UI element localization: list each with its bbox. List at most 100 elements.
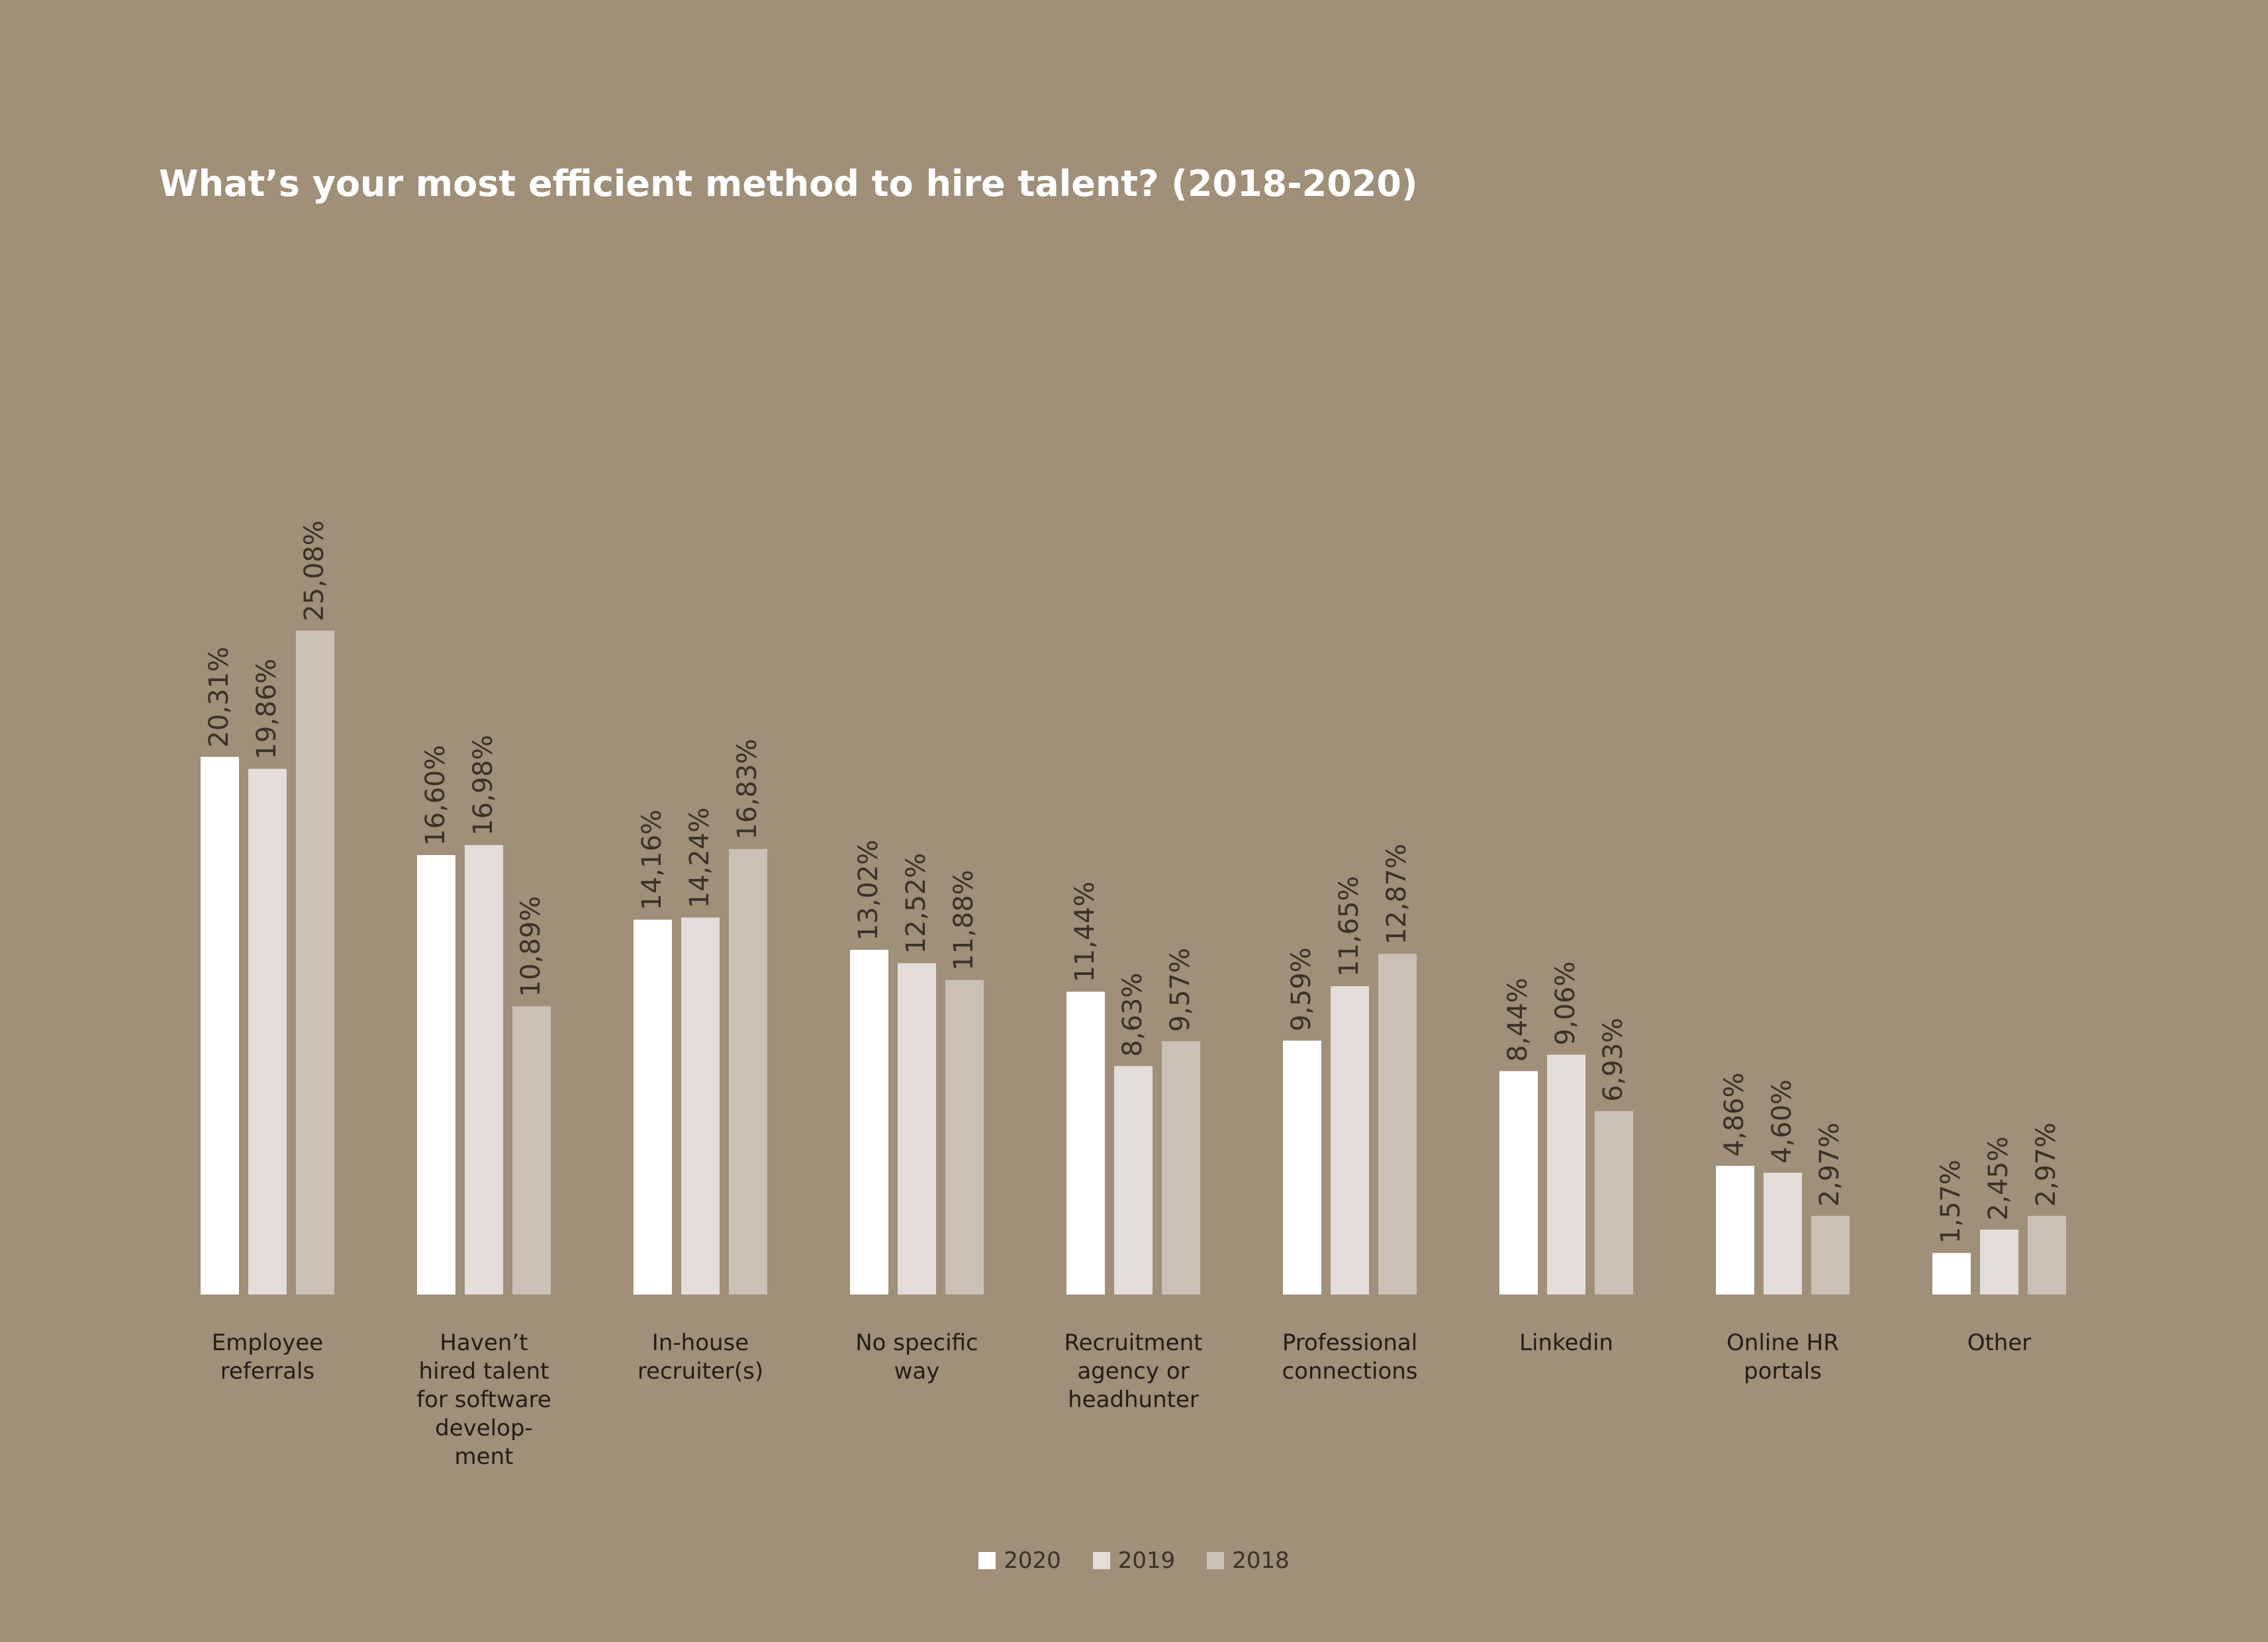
bar-value-label: 19,86% xyxy=(252,659,282,760)
category-label: Other xyxy=(1967,1330,2032,1356)
bar-2019 xyxy=(465,844,503,1295)
bar-group: 16,60% 16,98% 10,89% Haven’t hired talent for… xyxy=(416,735,551,1470)
bar-2018 xyxy=(2028,1216,2066,1295)
bar-2019 xyxy=(248,768,287,1295)
bar-2020 xyxy=(634,919,672,1295)
bar-2019 xyxy=(1980,1230,2018,1295)
bar-value-label: 6,93% xyxy=(1598,1018,1629,1102)
legend-item-2019: 2019 xyxy=(1092,1547,1176,1574)
bar-value-label: 2,97% xyxy=(2031,1122,2061,1207)
legend-label-2020: 2020 xyxy=(1004,1547,1061,1574)
bar-2019 xyxy=(1547,1054,1585,1295)
category-label-line: connections xyxy=(1282,1358,1417,1385)
bar-value-label: 11,44% xyxy=(1070,882,1100,983)
bar-2018 xyxy=(512,1006,551,1295)
category-label-line: In-house xyxy=(652,1330,749,1356)
bar-2020 xyxy=(1932,1253,1971,1295)
category-label-line: way xyxy=(894,1358,940,1385)
bar-2018 xyxy=(729,848,767,1295)
bar-value-label: 16,60% xyxy=(420,745,451,846)
bar-2018 xyxy=(1378,954,1417,1295)
bar-2020 xyxy=(1066,991,1105,1295)
category-label-line: Professional xyxy=(1282,1330,1417,1356)
bar-2018 xyxy=(1162,1041,1200,1295)
bar-value-label: 16,83% xyxy=(732,739,763,840)
category-label: Online HR portals xyxy=(1726,1330,1839,1385)
chart-title: What’s your most efficient method to hir… xyxy=(159,163,1418,205)
category-label-line: Employee xyxy=(212,1330,323,1356)
category-label-line: develop- xyxy=(435,1415,533,1441)
category-label-line: agency or xyxy=(1077,1358,1189,1385)
bar-value-label: 11,65% xyxy=(1334,876,1364,977)
bar-2018 xyxy=(1811,1216,1850,1295)
category-label-line: Recruitment xyxy=(1064,1330,1203,1356)
bar-2019 xyxy=(681,917,720,1295)
category-label: Linkedin xyxy=(1519,1330,1613,1356)
legend-swatch-2020 xyxy=(978,1552,996,1569)
bar-2020 xyxy=(417,855,455,1295)
bar-group: 13,02% 12,52% 11,88% No specific way xyxy=(850,840,984,1385)
category-label-line: portals xyxy=(1744,1358,1822,1385)
legend-item-2020: 2020 xyxy=(978,1547,1061,1574)
bar-value-label: 2,97% xyxy=(1815,1122,1845,1207)
legend-item-2018: 2018 xyxy=(1207,1547,1290,1574)
bar-value-label: 9,59% xyxy=(1286,947,1317,1031)
bar-value-label: 12,87% xyxy=(1382,844,1412,945)
bar-value-label: 14,16% xyxy=(637,809,667,911)
bar-value-label: 2,45% xyxy=(1983,1136,2014,1220)
bar-value-label: 12,52% xyxy=(901,853,931,954)
bar-value-label: 1,57% xyxy=(1936,1160,1966,1244)
legend-label-2019: 2019 xyxy=(1117,1547,1176,1574)
category-label: Recruitment agency or headhunter xyxy=(1064,1330,1203,1413)
bar-group: 4,86% 4,60% 2,97% Online HR portals xyxy=(1716,1073,1850,1385)
bar-value-label: 25,08% xyxy=(299,520,330,621)
category-label: No specific way xyxy=(855,1330,978,1385)
bar-value-label: 13,02% xyxy=(853,840,884,941)
legend-label-2018: 2018 xyxy=(1232,1547,1290,1574)
bar-2020 xyxy=(201,756,239,1295)
legend: 2020 2019 2018 xyxy=(0,1547,2268,1574)
bar-value-label: 4,86% xyxy=(1719,1073,1750,1157)
bar-2018 xyxy=(945,980,984,1295)
bar-value-label: 8,44% xyxy=(1503,978,1533,1062)
bar-2019 xyxy=(898,963,936,1295)
bar-2020 xyxy=(1716,1165,1754,1295)
bar-2020 xyxy=(850,950,888,1295)
category-label: In-house recruiter(s) xyxy=(638,1330,763,1385)
category-label-line: Online HR xyxy=(1726,1330,1839,1356)
bar-2019 xyxy=(1331,986,1369,1295)
category-label-line: ment xyxy=(455,1443,514,1470)
category-label-line: Haven’t xyxy=(440,1330,528,1356)
bar-group: 20,31% 19,86% 25,08% Employee referrals xyxy=(201,520,334,1385)
bar-value-label: 10,89% xyxy=(516,896,546,997)
bar-value-label: 9,06% xyxy=(1550,962,1581,1046)
bar-2019 xyxy=(1764,1173,1802,1295)
bar-2020 xyxy=(1499,1071,1538,1295)
bar-2019 xyxy=(1114,1066,1153,1295)
bar-value-label: 4,60% xyxy=(1767,1079,1797,1163)
bar-group: 14,16% 14,24% 16,83% In-house recruiter(s) xyxy=(634,739,767,1385)
bar-2018 xyxy=(296,630,334,1295)
legend-swatch-2018 xyxy=(1207,1552,1225,1569)
category-label: Haven’t hired talent for software develop-m… xyxy=(416,1330,551,1470)
bar-2020 xyxy=(1283,1040,1321,1295)
bar-value-label: 11,88% xyxy=(949,870,979,971)
bar-value-label: 9,57% xyxy=(1165,948,1196,1032)
bar-group: 11,44% 8,63% 9,57% Recruitment agency or head… xyxy=(1064,882,1203,1413)
category-label-line: No specific xyxy=(855,1330,978,1356)
bar-group: 1,57% 2,45% 2,97% Other xyxy=(1932,1122,2066,1356)
category-label: Employee referrals xyxy=(212,1330,323,1385)
bar-group: 9,59% 11,65% 12,87% Professional connections xyxy=(1282,844,1417,1385)
category-label-line: referrals xyxy=(220,1358,314,1385)
category-label: Professional connections xyxy=(1282,1330,1417,1385)
category-label-line: for software xyxy=(416,1387,551,1413)
bar-value-label: 20,31% xyxy=(204,647,234,748)
category-label-line: hired talent xyxy=(419,1358,549,1385)
bar-value-label: 14,24% xyxy=(685,807,715,909)
bar-value-label: 8,63% xyxy=(1117,973,1148,1057)
category-label-line: Linkedin xyxy=(1519,1330,1613,1356)
category-label-line: headhunter xyxy=(1068,1387,1199,1413)
category-label-line: recruiter(s) xyxy=(638,1358,763,1385)
